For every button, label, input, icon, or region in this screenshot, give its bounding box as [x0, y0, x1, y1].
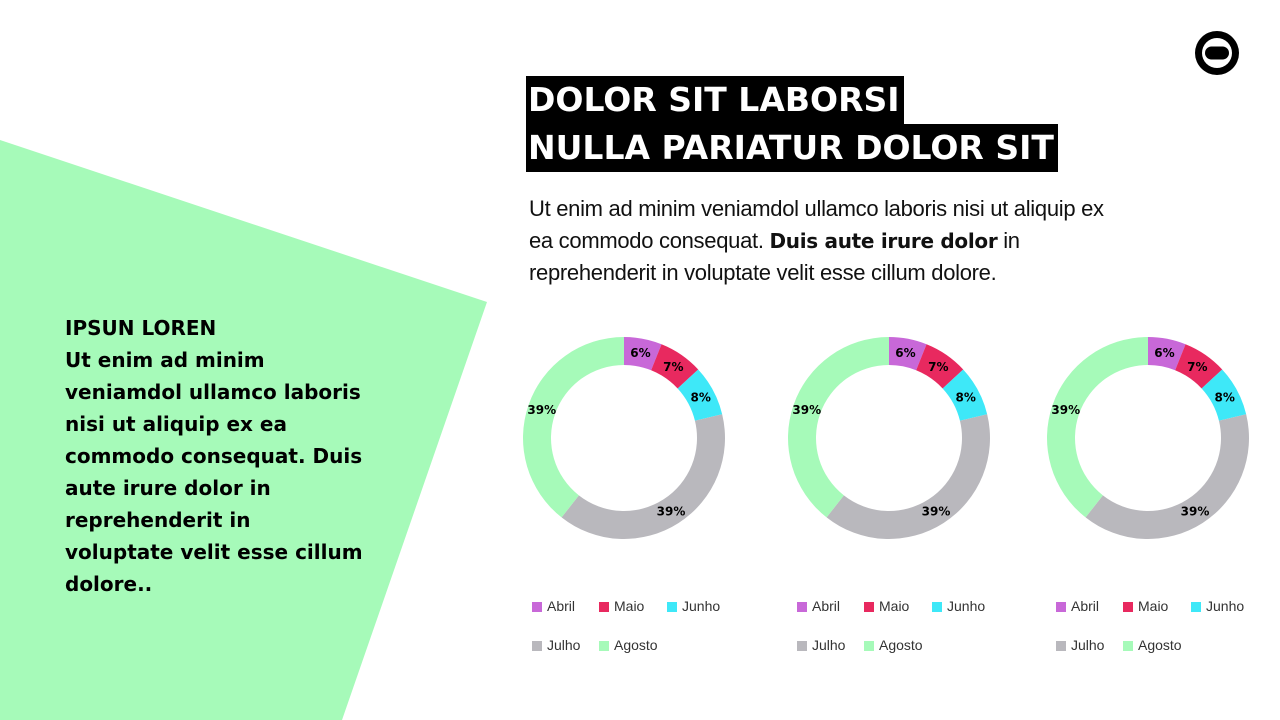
legend-item-abril: Abril	[797, 598, 840, 614]
legend-swatch	[599, 602, 609, 612]
donut-chart-2: 6% 7% 8% 39% 39% Abril Maio Junho Julho Agosto	[775, 330, 1015, 660]
legend-label: Abril	[1071, 598, 1100, 614]
legend-label: Agosto	[879, 637, 923, 653]
legend-item-junho: Junho	[1191, 598, 1244, 614]
slice-agosto	[788, 337, 889, 518]
intro-text-1: Ut enim ad minim veniamdol ullamco labor…	[529, 196, 1104, 253]
slice-label-agosto: 39%	[792, 403, 821, 417]
legend-label: Julho	[547, 637, 581, 653]
slice-label-abril: 6%	[630, 346, 650, 360]
slice-label-junho: 8%	[690, 390, 710, 404]
legend-item-maio: Maio	[864, 598, 909, 614]
legend-label: Abril	[547, 598, 576, 614]
slice-label-julho: 39%	[1181, 505, 1210, 519]
legend-swatch	[864, 602, 874, 612]
legend-label: Abril	[812, 598, 841, 614]
slice-agosto	[523, 337, 624, 518]
slice-label-maio: 7%	[928, 360, 948, 374]
slice-abril	[624, 337, 662, 371]
legend-item-agosto: Agosto	[864, 637, 923, 653]
donut-svg: 6% 7% 8% 39% 39%	[788, 337, 990, 539]
donut-svg: 6% 7% 8% 39% 39%	[523, 337, 725, 539]
slice-julho	[826, 414, 990, 539]
slice-abril	[889, 337, 927, 371]
slice-julho	[561, 414, 725, 539]
slice-label-junho: 8%	[955, 390, 975, 404]
legend-swatch	[532, 602, 542, 612]
legend-swatch	[864, 641, 874, 651]
donut-chart-3: 6% 7% 8% 39% 39% Abril Maio Junho Julho Agosto	[1034, 330, 1274, 660]
legend-item-agosto: Agosto	[599, 637, 658, 653]
headline: DOLOR SIT LABORSI NULLA PARIATUR DOLOR S…	[526, 76, 1058, 172]
intro-bold-text: Duis aute irure dolor	[769, 228, 998, 253]
legend-label: Agosto	[614, 637, 658, 653]
legend-label: Maio	[879, 598, 910, 614]
legend-label: Junho	[682, 598, 721, 614]
legend-item-abril: Abril	[532, 598, 575, 614]
donut-chart-1: 6% 7% 8% 39% 39% Abril Maio Junho Julho Agosto	[510, 330, 750, 660]
legend-swatch	[932, 602, 942, 612]
donut-svg: 6% 7% 8% 39% 39%	[1047, 337, 1249, 539]
legend-label: Maio	[614, 598, 645, 614]
slice-label-abril: 6%	[1154, 346, 1174, 360]
legend-label: Julho	[812, 637, 846, 653]
slice-label-julho: 39%	[922, 505, 951, 519]
intro-paragraph: Ut enim ad minim veniamdol ullamco labor…	[529, 193, 1129, 289]
legend-label: Junho	[947, 598, 986, 614]
legend-swatch	[1056, 602, 1066, 612]
tv-globe-icon	[1195, 31, 1239, 75]
slice-label-agosto: 39%	[527, 403, 556, 417]
legend-swatch	[532, 641, 542, 651]
headline-line-2: NULLA PARIATUR DOLOR SIT	[526, 124, 1058, 172]
legend-item-julho: Julho	[1056, 637, 1104, 653]
legend-label: Junho	[1206, 598, 1245, 614]
slice-julho	[1085, 414, 1249, 539]
legend-item-julho: Julho	[532, 637, 580, 653]
slice-label-maio: 7%	[1187, 360, 1207, 374]
legend-item-abril: Abril	[1056, 598, 1099, 614]
slice-maio	[1175, 344, 1223, 389]
slice-label-julho: 39%	[657, 505, 686, 519]
legend-item-junho: Junho	[932, 598, 985, 614]
slice-junho	[1201, 369, 1247, 421]
slice-label-maio: 7%	[663, 360, 683, 374]
legend-swatch	[1123, 641, 1133, 651]
slice-abril	[1148, 337, 1186, 371]
legend-item-junho: Junho	[667, 598, 720, 614]
slice-maio	[651, 344, 699, 389]
legend-label: Maio	[1138, 598, 1169, 614]
slice-junho	[942, 369, 988, 421]
side-body: Ut enim ad minim veniamdol ullamco labor…	[65, 348, 363, 596]
legend-swatch	[1056, 641, 1066, 651]
slice-junho	[677, 369, 723, 421]
slice-maio	[916, 344, 964, 389]
legend-swatch	[1123, 602, 1133, 612]
legend-item-julho: Julho	[797, 637, 845, 653]
legend-item-agosto: Agosto	[1123, 637, 1182, 653]
side-note: IPSUN LOREN Ut enim ad minim veniamdol u…	[65, 312, 365, 600]
legend-swatch	[797, 602, 807, 612]
slice-label-junho: 8%	[1214, 390, 1234, 404]
side-heading: IPSUN LOREN	[65, 316, 217, 340]
legend-label: Agosto	[1138, 637, 1182, 653]
slice-label-abril: 6%	[895, 346, 915, 360]
legend-swatch	[667, 602, 677, 612]
legend-item-maio: Maio	[599, 598, 644, 614]
headline-line-1: DOLOR SIT LABORSI	[526, 76, 904, 124]
legend-swatch	[797, 641, 807, 651]
legend-swatch	[1191, 602, 1201, 612]
slice-agosto	[1047, 337, 1148, 518]
legend-item-maio: Maio	[1123, 598, 1168, 614]
legend-swatch	[599, 641, 609, 651]
legend-label: Julho	[1071, 637, 1105, 653]
intro-text-2: in reprehenderit in voluptate velit esse…	[529, 227, 1020, 286]
slice-label-agosto: 39%	[1051, 403, 1080, 417]
